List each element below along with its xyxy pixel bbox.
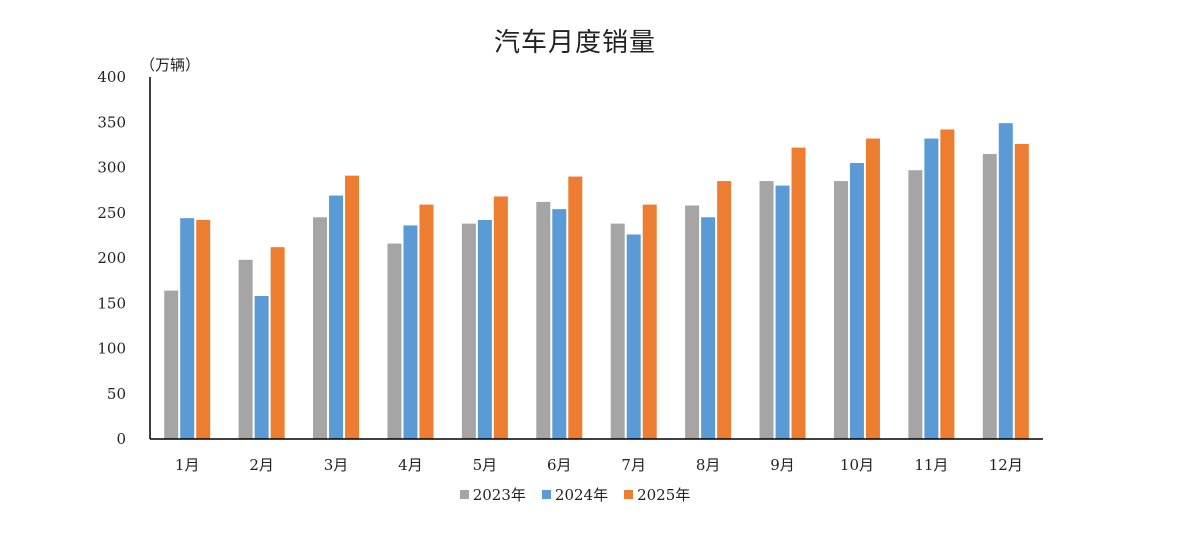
bar	[940, 129, 955, 440]
legend-swatch	[459, 490, 469, 499]
y-tick-label: 350	[97, 113, 126, 131]
bar	[238, 259, 253, 439]
x-tick-label: 10月	[840, 456, 874, 474]
bar	[180, 218, 195, 439]
bar	[254, 296, 269, 439]
x-tick-label: 9月	[770, 456, 795, 474]
legend-item: 2024年	[541, 484, 609, 505]
legend-swatch	[541, 490, 551, 499]
bar	[387, 243, 402, 439]
bar	[759, 181, 774, 439]
bar	[313, 217, 328, 439]
bar	[477, 219, 492, 439]
y-tick-label: 150	[97, 294, 126, 312]
bar	[419, 204, 434, 439]
bar	[924, 138, 939, 440]
bar	[552, 209, 567, 439]
bar	[865, 138, 880, 440]
bar	[626, 234, 641, 439]
x-tick-label: 2月	[249, 456, 274, 474]
bar	[270, 247, 285, 439]
chart-title: 汽车月度销量	[493, 28, 656, 58]
bar	[164, 290, 179, 439]
bar	[329, 195, 344, 439]
bar	[536, 201, 551, 439]
legend-item: 2023年	[459, 484, 526, 505]
x-tick-label: 3月	[324, 456, 349, 474]
y-tick-label: 50	[107, 385, 126, 403]
bar	[982, 153, 997, 440]
legend-label: 2023年	[472, 486, 526, 504]
x-tick-label: 11月	[914, 456, 948, 474]
x-tick-label: 8月	[696, 456, 721, 474]
y-axis-unit-label: （万辆）	[140, 56, 201, 74]
bar	[1014, 143, 1029, 439]
bar	[775, 185, 790, 439]
bar	[493, 196, 508, 439]
bar	[461, 223, 476, 439]
y-tick-label: 0	[116, 430, 126, 448]
legend: 2023年 2024年 2025年	[0, 484, 1150, 505]
legend-swatch	[624, 490, 634, 499]
bar	[403, 225, 418, 439]
y-tick-label: 300	[97, 159, 126, 177]
bar	[685, 205, 700, 439]
bar	[701, 217, 716, 439]
bar	[196, 219, 211, 439]
x-tick-label: 5月	[473, 456, 498, 474]
y-tick-label: 100	[97, 340, 126, 358]
bar	[908, 170, 923, 439]
x-tick-label: 4月	[398, 456, 423, 474]
bar	[998, 123, 1013, 439]
x-tick-label: 12月	[989, 456, 1023, 474]
x-tick-label: 7月	[621, 456, 646, 474]
x-tick-label: 1月	[175, 456, 200, 474]
bar	[791, 147, 806, 439]
y-tick-label: 200	[97, 249, 126, 267]
y-tick-label: 250	[97, 204, 126, 222]
legend-item: 2025年	[624, 484, 690, 505]
legend-label: 2025年	[637, 486, 691, 504]
legend-label: 2024年	[554, 486, 609, 504]
x-tick-label: 6月	[547, 456, 572, 474]
bar	[642, 204, 657, 439]
bar	[610, 223, 625, 439]
bar	[568, 176, 583, 440]
bar	[849, 162, 864, 439]
bar	[345, 175, 360, 439]
bar	[717, 181, 732, 439]
y-tick-label: 400	[97, 68, 126, 86]
bar	[833, 181, 848, 439]
